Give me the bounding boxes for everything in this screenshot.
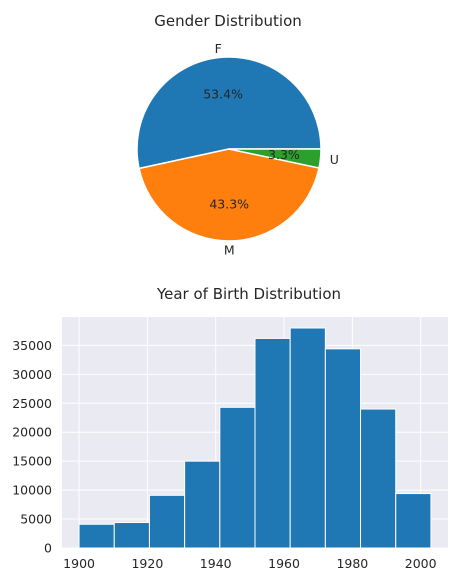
y-tick-label: 35000 xyxy=(12,338,52,353)
histogram-bar xyxy=(184,460,221,549)
x-tick-label: 1940 xyxy=(200,556,232,571)
pie-category-label: M xyxy=(224,243,235,258)
x-tick-label: 1960 xyxy=(268,556,300,571)
pie-slice-f xyxy=(136,56,322,170)
y-tick-label: 5000 xyxy=(20,512,52,527)
pie-percent-label: 3.3% xyxy=(268,147,300,162)
x-tick-label: 2000 xyxy=(405,556,437,571)
histogram-bar xyxy=(219,406,256,549)
pie-slice-m xyxy=(138,148,320,242)
pie-category-label: F xyxy=(215,41,222,56)
histogram-title: Year of Birth Distribution xyxy=(156,285,341,303)
histogram-bar xyxy=(148,494,186,549)
y-tick-label: 0 xyxy=(44,541,52,556)
y-tick-label: 10000 xyxy=(12,483,52,498)
histogram-bar xyxy=(395,493,432,549)
pie-slices xyxy=(136,56,322,242)
pie-title: Gender Distribution xyxy=(154,12,302,30)
histogram-bar xyxy=(78,523,115,549)
histogram-bar xyxy=(289,327,326,549)
y-tick-labels: 0 5000 10000 15000 20000 25000 30000 35000 xyxy=(12,338,52,556)
pie-percent-label: 53.4% xyxy=(203,87,243,102)
year-of-birth-histogram: Year of Birth Distribution 1900 1920 1940 1… xyxy=(12,285,448,571)
y-tick-label: 30000 xyxy=(12,367,52,382)
pie-percent-label: 43.3% xyxy=(209,197,249,212)
x-tick-label: 1900 xyxy=(63,556,95,571)
histogram-bar xyxy=(360,408,397,549)
histogram-bars xyxy=(78,327,432,549)
pie-slice-u xyxy=(228,148,322,169)
gender-pie-chart: Gender Distribution 53.4% F 43.3% M 3.3% U xyxy=(136,12,339,258)
y-tick-label: 15000 xyxy=(12,454,52,469)
pie-category-label: U xyxy=(330,152,339,167)
y-tick-label: 20000 xyxy=(12,425,52,440)
x-tick-label: 1920 xyxy=(131,556,163,571)
x-tick-labels: 1900 1920 1940 1960 1980 2000 xyxy=(63,556,436,571)
y-tick-label: 25000 xyxy=(12,396,52,411)
histogram-bar xyxy=(113,522,150,549)
pie-labels: 53.4% F 43.3% M 3.3% U xyxy=(203,41,339,258)
histogram-bar xyxy=(324,348,362,549)
x-tick-label: 1980 xyxy=(336,556,368,571)
histogram-bar xyxy=(254,337,291,549)
